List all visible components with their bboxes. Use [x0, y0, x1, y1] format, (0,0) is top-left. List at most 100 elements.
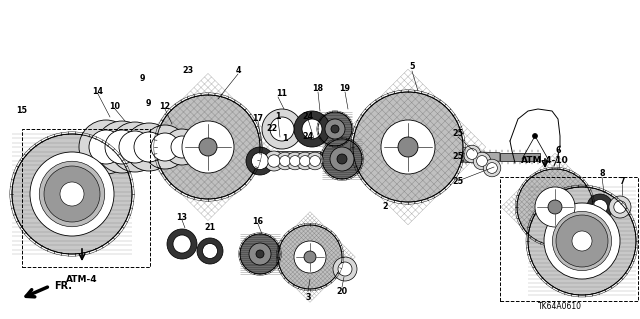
Text: 16: 16	[253, 217, 264, 226]
Circle shape	[333, 257, 357, 281]
Circle shape	[262, 109, 302, 149]
Text: 18: 18	[312, 85, 324, 93]
Circle shape	[398, 137, 418, 157]
Text: 14: 14	[93, 86, 104, 95]
Circle shape	[105, 130, 139, 164]
Text: 2: 2	[382, 203, 388, 211]
Text: 9: 9	[140, 75, 145, 84]
Text: 24: 24	[303, 113, 314, 122]
Bar	[500, 153, 540, 161]
Circle shape	[572, 231, 592, 251]
Circle shape	[156, 95, 260, 199]
Text: 4: 4	[236, 66, 241, 76]
Text: 1: 1	[275, 113, 281, 122]
Circle shape	[171, 136, 193, 158]
Text: 12: 12	[159, 102, 171, 112]
Circle shape	[381, 120, 435, 174]
Circle shape	[167, 229, 197, 259]
Text: 9: 9	[145, 100, 151, 108]
Circle shape	[296, 152, 314, 170]
Circle shape	[477, 156, 488, 167]
Text: TK64A0610: TK64A0610	[538, 302, 582, 311]
Text: 25: 25	[452, 130, 463, 138]
Circle shape	[164, 129, 200, 165]
Text: 6: 6	[556, 146, 561, 155]
Circle shape	[338, 262, 352, 276]
Circle shape	[306, 152, 324, 170]
Text: 10: 10	[109, 102, 120, 112]
Circle shape	[483, 159, 501, 177]
Circle shape	[79, 120, 133, 174]
Circle shape	[528, 187, 636, 295]
Circle shape	[240, 234, 280, 274]
Circle shape	[268, 155, 280, 167]
Circle shape	[119, 131, 151, 163]
Circle shape	[535, 187, 575, 227]
Circle shape	[294, 111, 330, 147]
Circle shape	[249, 243, 271, 265]
Circle shape	[39, 161, 105, 227]
Text: 13: 13	[177, 212, 188, 221]
Circle shape	[264, 151, 284, 171]
Circle shape	[47, 170, 97, 219]
Circle shape	[544, 203, 620, 279]
Circle shape	[276, 152, 294, 170]
Circle shape	[256, 250, 264, 258]
Circle shape	[12, 134, 132, 254]
Circle shape	[353, 92, 463, 202]
Text: 5: 5	[409, 63, 415, 71]
Circle shape	[110, 122, 160, 172]
Circle shape	[151, 133, 179, 161]
Text: 19: 19	[339, 85, 351, 93]
Text: 8: 8	[599, 169, 605, 179]
Circle shape	[294, 241, 326, 273]
Circle shape	[60, 182, 84, 206]
Circle shape	[278, 225, 342, 289]
Text: 23: 23	[182, 66, 193, 76]
Circle shape	[134, 132, 164, 162]
Circle shape	[302, 119, 322, 139]
Circle shape	[304, 251, 316, 263]
Text: 25: 25	[452, 152, 463, 161]
Bar	[160, 152, 320, 162]
Circle shape	[463, 145, 481, 163]
Circle shape	[552, 211, 612, 271]
Polygon shape	[462, 152, 500, 162]
Text: 7: 7	[620, 176, 625, 186]
Circle shape	[286, 152, 304, 170]
Text: 15: 15	[17, 107, 28, 115]
Bar	[320, 152, 462, 162]
Circle shape	[44, 166, 100, 222]
Circle shape	[532, 133, 538, 138]
Circle shape	[517, 169, 593, 245]
Circle shape	[560, 219, 604, 263]
Circle shape	[246, 147, 274, 175]
Circle shape	[556, 215, 608, 267]
Circle shape	[322, 139, 362, 179]
Text: 21: 21	[204, 222, 216, 232]
Circle shape	[173, 235, 191, 253]
Circle shape	[252, 152, 269, 169]
Circle shape	[337, 154, 347, 164]
Circle shape	[325, 119, 345, 139]
Text: ATM-4: ATM-4	[66, 275, 98, 284]
Text: ATM-4-10: ATM-4-10	[521, 157, 569, 166]
Circle shape	[270, 117, 294, 141]
Text: 25: 25	[452, 176, 463, 186]
Circle shape	[593, 199, 607, 214]
Circle shape	[486, 163, 497, 174]
Text: 1: 1	[282, 135, 288, 144]
Circle shape	[587, 194, 613, 220]
Text: 22: 22	[266, 124, 278, 133]
Circle shape	[280, 156, 291, 167]
Circle shape	[125, 123, 173, 171]
Circle shape	[202, 243, 218, 258]
Text: 20: 20	[337, 286, 348, 295]
Circle shape	[331, 125, 339, 133]
Text: 3: 3	[305, 293, 311, 301]
Circle shape	[290, 156, 300, 167]
Circle shape	[310, 156, 321, 167]
Circle shape	[609, 196, 631, 218]
Circle shape	[143, 125, 187, 169]
Circle shape	[467, 149, 477, 160]
